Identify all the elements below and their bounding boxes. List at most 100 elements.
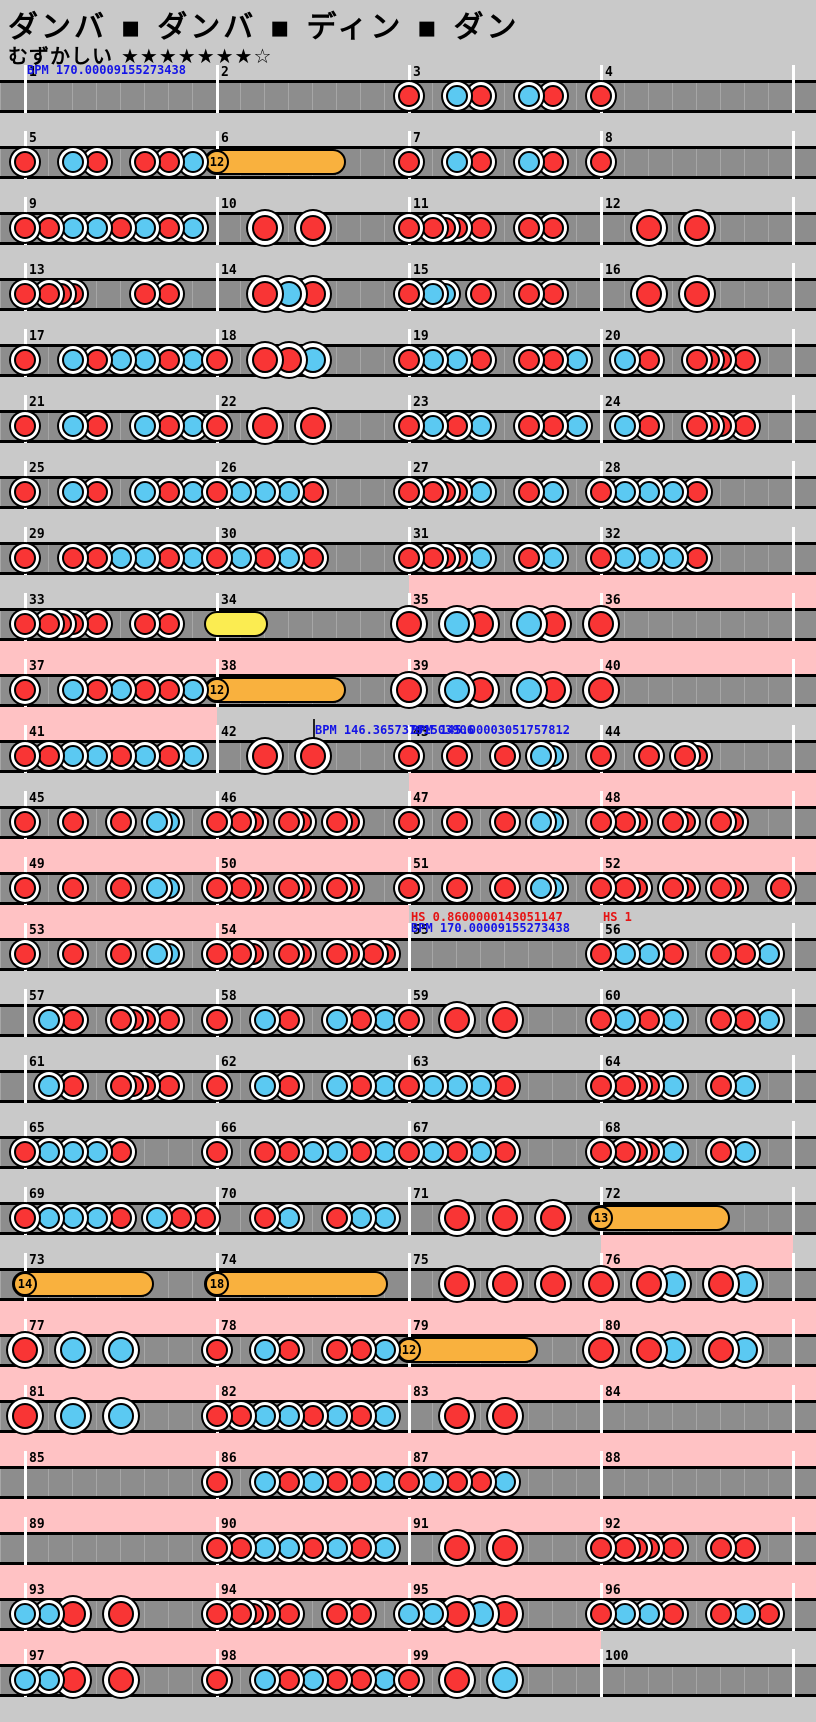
measure-label: 87 — [413, 1451, 429, 1466]
measure-label: 90 — [221, 1517, 237, 1532]
note-ka — [326, 1141, 348, 1163]
measure-label: 83 — [413, 1385, 429, 1400]
note-ka — [350, 1207, 372, 1229]
note-don — [158, 679, 180, 701]
note-don — [14, 415, 36, 437]
note-don — [446, 811, 468, 833]
gogo-highlight — [0, 707, 217, 740]
note-don-big — [444, 1205, 470, 1231]
note-don — [86, 547, 108, 569]
note-ka-big — [300, 347, 326, 373]
measure-label: 60 — [605, 989, 621, 1004]
note-don — [230, 811, 252, 833]
measure-label: 51 — [413, 857, 429, 872]
note-don — [590, 1141, 612, 1163]
note-ka — [134, 349, 156, 371]
note-don-big — [684, 215, 710, 241]
barline — [216, 263, 219, 311]
note-ka — [110, 679, 132, 701]
note-don — [62, 811, 84, 833]
barline — [792, 857, 795, 905]
note-don — [206, 1471, 228, 1493]
note-don-big — [540, 677, 566, 703]
note-don — [518, 547, 540, 569]
note-don — [614, 877, 636, 899]
note-don — [398, 1141, 420, 1163]
note-don — [710, 943, 732, 965]
note-ka — [494, 1471, 516, 1493]
note-don-big — [252, 347, 278, 373]
note-don-big — [492, 1403, 518, 1429]
drumroll-count-badge: 13 — [589, 1206, 613, 1230]
note-ka — [134, 415, 156, 437]
note-don-big — [708, 1271, 734, 1297]
note-don-big — [468, 677, 494, 703]
note-don — [14, 1207, 36, 1229]
note-don — [590, 1009, 612, 1031]
note-don — [590, 481, 612, 503]
bpm-marker: BPM 145.00003051757812 — [411, 723, 570, 737]
measure-label: 16 — [605, 263, 621, 278]
note-ka — [326, 1537, 348, 1559]
measure-label: 72 — [605, 1187, 621, 1202]
note-don — [230, 1537, 252, 1559]
note-don — [590, 811, 612, 833]
barline — [792, 1385, 795, 1433]
note-don — [470, 349, 492, 371]
note-don — [734, 1537, 756, 1559]
measure-label: 19 — [413, 329, 429, 344]
note-don — [470, 1471, 492, 1493]
note-don — [14, 349, 36, 371]
note-ka — [230, 547, 252, 569]
note-don — [350, 1141, 372, 1163]
note-don-big — [492, 1271, 518, 1297]
note-don — [278, 1339, 300, 1361]
note-don — [398, 283, 420, 305]
barline — [216, 725, 219, 773]
note-don — [326, 1603, 348, 1625]
note-ka-big — [444, 677, 470, 703]
barline — [792, 1451, 795, 1499]
note-ka — [134, 745, 156, 767]
barline — [792, 1517, 795, 1565]
note-don — [110, 1075, 132, 1097]
note-don — [662, 811, 684, 833]
note-don — [134, 613, 156, 635]
note-ka — [422, 283, 444, 305]
note-ka — [302, 1141, 324, 1163]
barline — [792, 725, 795, 773]
measure-label: 33 — [29, 593, 45, 608]
note-don — [158, 151, 180, 173]
note-ka — [110, 349, 132, 371]
note-ka — [374, 1141, 396, 1163]
note-don — [278, 1075, 300, 1097]
note-ka-big — [732, 1271, 758, 1297]
note-don — [14, 679, 36, 701]
note-don — [710, 877, 732, 899]
note-don — [278, 1603, 300, 1625]
note-don — [326, 811, 348, 833]
note-ka — [614, 1603, 636, 1625]
measure-label: 45 — [29, 791, 45, 806]
note-ka — [374, 1669, 396, 1691]
barline — [792, 659, 795, 707]
note-ka — [62, 745, 84, 767]
barline — [24, 65, 27, 113]
note-don — [326, 943, 348, 965]
note-don-big — [588, 1271, 614, 1297]
note-don-big — [444, 1601, 470, 1627]
measure-label: 47 — [413, 791, 429, 806]
note-don — [638, 745, 660, 767]
note-ka — [662, 1141, 684, 1163]
note-don — [494, 811, 516, 833]
note-ka — [146, 943, 168, 965]
measure-label: 69 — [29, 1187, 45, 1202]
measure-label: 32 — [605, 527, 621, 542]
note-don — [194, 1207, 216, 1229]
note-ka — [374, 1405, 396, 1427]
barline — [792, 1187, 795, 1235]
note-don — [686, 349, 708, 371]
note-ka — [62, 217, 84, 239]
note-ka-big — [108, 1337, 134, 1363]
gogo-highlight — [0, 1631, 601, 1664]
